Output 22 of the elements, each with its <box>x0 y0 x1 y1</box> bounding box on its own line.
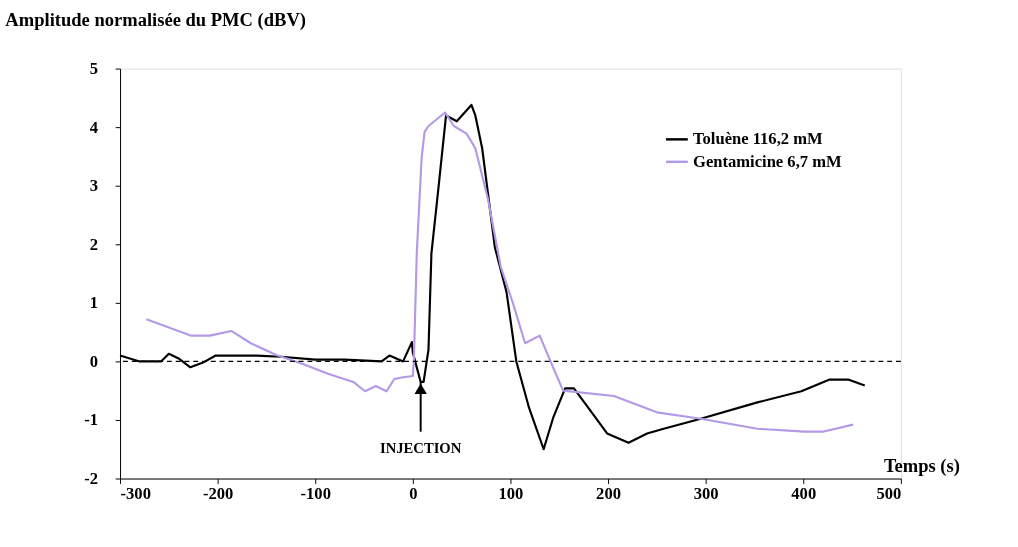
y-tick-label: 3 <box>89 176 99 196</box>
y-tick-label: -2 <box>84 468 99 488</box>
legend-label: Toluène 116,2 mM <box>692 129 824 149</box>
y-tick-label: 5 <box>89 58 99 78</box>
x-tick-label: 500 <box>876 483 902 503</box>
x-tick-label: 300 <box>693 483 719 503</box>
legend-label: Gentamicine 6,7 mM <box>692 151 843 171</box>
x-tick-label: 200 <box>596 483 621 503</box>
x-tick-label: -200 <box>202 483 234 503</box>
x-tick-label: 400 <box>791 483 817 503</box>
annotation: INJECTION <box>380 440 462 457</box>
x-tick-label: -100 <box>300 483 331 503</box>
y-tick-label: 1 <box>89 293 99 313</box>
x-tick-label: 0 <box>409 483 418 503</box>
x-tick-label: -300 <box>120 483 151 503</box>
y-tick-label: 4 <box>89 117 99 137</box>
y-tick-label: -1 <box>84 410 99 430</box>
y-tick-label: 0 <box>89 351 99 371</box>
x-axis-title: Temps (s) <box>883 455 960 478</box>
x-tick-label: 100 <box>498 483 524 503</box>
y-tick-label: 2 <box>89 234 99 254</box>
y-axis-title: Amplitude normalisée du PMC (dBV) <box>5 9 306 32</box>
